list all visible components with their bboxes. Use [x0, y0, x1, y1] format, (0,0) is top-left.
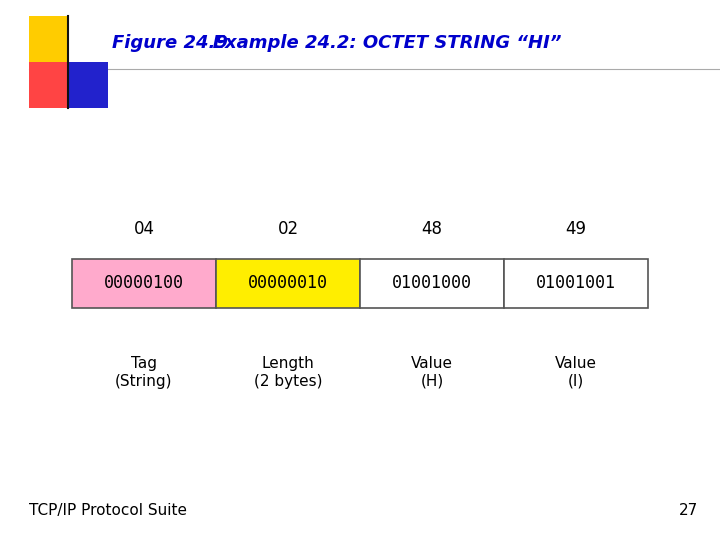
Bar	[504, 259, 648, 308]
Text: Example 24.2: OCTET STRING “HI”: Example 24.2: OCTET STRING “HI”	[194, 34, 562, 52]
Text: 00000100: 00000100	[104, 274, 184, 293]
Text: 49: 49	[565, 220, 587, 238]
Text: Length
(2 bytes): Length (2 bytes)	[253, 356, 323, 389]
Bar	[360, 259, 504, 308]
Text: Value
(I): Value (I)	[555, 356, 597, 389]
Text: 48: 48	[421, 220, 443, 238]
Text: 01001000: 01001000	[392, 274, 472, 293]
Bar	[216, 259, 360, 308]
Bar	[72, 259, 216, 308]
Text: 04: 04	[133, 220, 155, 238]
Bar	[29, 62, 68, 108]
Text: Figure 24.9: Figure 24.9	[112, 34, 228, 52]
Text: TCP/IP Protocol Suite: TCP/IP Protocol Suite	[29, 503, 186, 518]
Bar	[29, 16, 68, 62]
Text: 02: 02	[277, 220, 299, 238]
Text: Value
(H): Value (H)	[411, 356, 453, 389]
Text: 27: 27	[679, 503, 698, 518]
Text: 00000010: 00000010	[248, 274, 328, 293]
Bar	[68, 62, 108, 108]
Text: 01001001: 01001001	[536, 274, 616, 293]
Text: Tag
(String): Tag (String)	[115, 356, 173, 389]
